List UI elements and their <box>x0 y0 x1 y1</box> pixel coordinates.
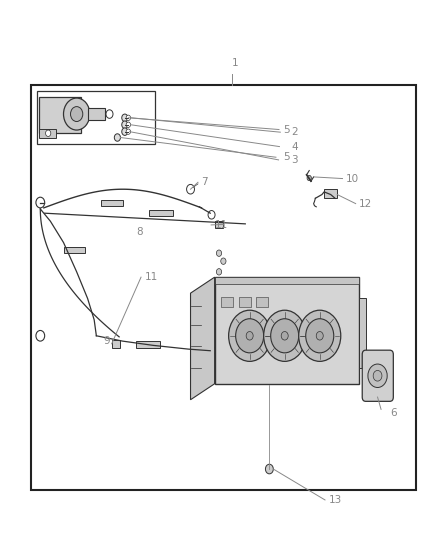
Circle shape <box>114 134 120 141</box>
Text: 8: 8 <box>136 227 142 237</box>
Circle shape <box>306 319 334 353</box>
Circle shape <box>122 121 128 128</box>
Circle shape <box>373 370 382 381</box>
Circle shape <box>229 310 271 361</box>
Text: 9: 9 <box>103 336 110 346</box>
Text: 2: 2 <box>291 127 298 137</box>
Bar <box>221 297 233 307</box>
Circle shape <box>106 110 113 118</box>
Circle shape <box>246 332 253 340</box>
FancyBboxPatch shape <box>101 200 123 206</box>
Text: 6: 6 <box>390 408 396 418</box>
Circle shape <box>187 184 194 194</box>
Circle shape <box>236 319 264 353</box>
Bar <box>37 91 155 144</box>
Circle shape <box>281 332 288 340</box>
Text: 11: 11 <box>145 272 158 282</box>
Circle shape <box>71 107 83 122</box>
Circle shape <box>316 332 323 340</box>
FancyBboxPatch shape <box>149 210 173 216</box>
Text: 13: 13 <box>328 495 342 505</box>
Bar <box>31 85 416 490</box>
FancyBboxPatch shape <box>136 341 160 348</box>
Circle shape <box>122 128 128 135</box>
FancyBboxPatch shape <box>64 247 85 253</box>
Bar <box>256 297 268 307</box>
FancyBboxPatch shape <box>324 189 337 198</box>
Text: 4: 4 <box>291 142 298 151</box>
Circle shape <box>299 310 341 361</box>
Circle shape <box>36 197 45 208</box>
Text: 12: 12 <box>359 199 372 208</box>
Circle shape <box>221 258 226 264</box>
Circle shape <box>265 464 273 474</box>
Text: 10: 10 <box>346 174 359 183</box>
Circle shape <box>208 211 215 219</box>
FancyBboxPatch shape <box>88 108 105 120</box>
FancyBboxPatch shape <box>39 129 56 138</box>
Circle shape <box>126 129 131 134</box>
Circle shape <box>264 310 306 361</box>
Circle shape <box>216 269 222 275</box>
Text: 11: 11 <box>215 220 228 230</box>
Circle shape <box>271 319 299 353</box>
Circle shape <box>126 115 131 120</box>
FancyBboxPatch shape <box>362 350 393 401</box>
FancyBboxPatch shape <box>215 221 223 228</box>
Bar <box>215 277 359 384</box>
Bar <box>239 297 251 307</box>
Bar <box>359 298 366 368</box>
FancyBboxPatch shape <box>39 97 81 133</box>
Circle shape <box>64 98 90 130</box>
Text: 1: 1 <box>232 58 239 68</box>
Circle shape <box>368 364 387 387</box>
Polygon shape <box>191 277 215 400</box>
Text: 5: 5 <box>283 152 290 162</box>
Circle shape <box>36 330 45 341</box>
Circle shape <box>126 122 131 127</box>
Bar <box>215 277 359 284</box>
Circle shape <box>307 175 311 181</box>
Circle shape <box>46 130 51 136</box>
Text: 7: 7 <box>201 177 208 187</box>
Circle shape <box>208 346 215 355</box>
Circle shape <box>122 114 128 122</box>
Text: 5: 5 <box>283 125 290 134</box>
Circle shape <box>216 250 222 256</box>
FancyBboxPatch shape <box>112 340 120 348</box>
Text: 3: 3 <box>291 155 298 165</box>
